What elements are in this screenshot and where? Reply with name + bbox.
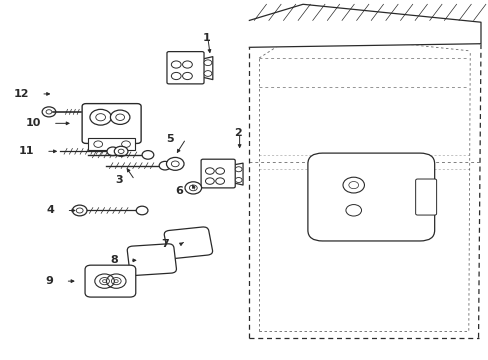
- FancyBboxPatch shape: [85, 265, 136, 297]
- FancyBboxPatch shape: [164, 227, 212, 258]
- Circle shape: [182, 72, 192, 80]
- Text: 10: 10: [25, 118, 41, 128]
- Circle shape: [107, 147, 119, 156]
- Circle shape: [235, 177, 242, 183]
- Bar: [88, 138, 135, 149]
- Circle shape: [114, 146, 128, 156]
- Text: 6: 6: [175, 186, 183, 197]
- Circle shape: [110, 110, 130, 125]
- Text: 7: 7: [161, 239, 168, 249]
- Text: 8: 8: [110, 255, 118, 265]
- Circle shape: [122, 141, 130, 147]
- Circle shape: [215, 178, 224, 184]
- Circle shape: [94, 141, 102, 147]
- FancyBboxPatch shape: [127, 244, 176, 275]
- Text: 3: 3: [115, 175, 122, 185]
- Circle shape: [90, 109, 111, 125]
- Circle shape: [136, 206, 148, 215]
- FancyBboxPatch shape: [82, 104, 141, 143]
- Circle shape: [215, 168, 224, 174]
- Circle shape: [182, 61, 192, 68]
- Text: 9: 9: [45, 276, 53, 286]
- FancyBboxPatch shape: [166, 51, 203, 84]
- FancyBboxPatch shape: [201, 159, 235, 188]
- Circle shape: [203, 71, 211, 76]
- Text: 2: 2: [234, 129, 242, 138]
- Circle shape: [171, 61, 181, 68]
- Circle shape: [235, 167, 242, 172]
- FancyBboxPatch shape: [415, 179, 436, 215]
- FancyBboxPatch shape: [307, 153, 434, 241]
- Circle shape: [159, 161, 170, 170]
- Text: 11: 11: [19, 146, 34, 156]
- Circle shape: [205, 178, 214, 184]
- Text: 5: 5: [166, 134, 173, 144]
- Text: 1: 1: [202, 33, 210, 43]
- Circle shape: [42, 107, 56, 117]
- Circle shape: [72, 205, 87, 216]
- Circle shape: [203, 60, 211, 66]
- Polygon shape: [249, 4, 480, 47]
- Polygon shape: [202, 57, 212, 80]
- Text: 4: 4: [46, 206, 54, 216]
- Circle shape: [166, 157, 183, 170]
- Circle shape: [184, 182, 201, 194]
- Circle shape: [205, 168, 214, 174]
- Circle shape: [171, 72, 181, 80]
- Circle shape: [142, 150, 154, 159]
- Polygon shape: [233, 163, 243, 185]
- Text: 12: 12: [14, 89, 29, 99]
